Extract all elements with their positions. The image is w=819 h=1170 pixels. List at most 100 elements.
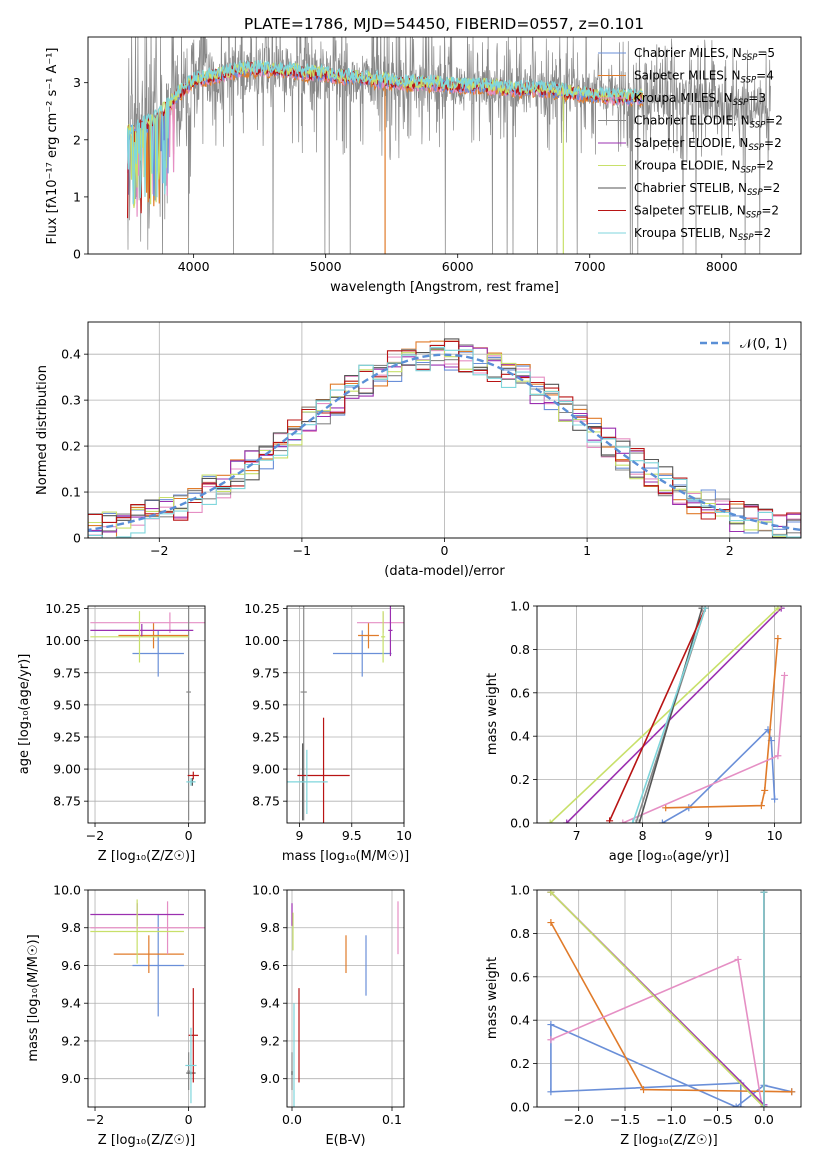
mass-vs-Z-panel: −2 0 9.0 9.2 9.4 9.6 9.8 10.0 Z [log₁₀(Z/Z☉)] mas… <box>26 883 206 1148</box>
legend-label-sub: SSP <box>747 188 763 198</box>
age-vs-mass-panel: 9 9.5 10 8.75 9.00 9.25 9.50 9.75 10.00 10.25 mass… <box>244 601 412 864</box>
legend-label: 𝒩(0, 1) <box>740 337 787 352</box>
legend-label-main: Kroupa MILES, N <box>634 91 733 105</box>
axes-frame <box>87 36 802 255</box>
mass-weight-marker <box>563 819 571 823</box>
x-axis-label: Z [log₁₀(Z/Z☉)] <box>620 1133 717 1148</box>
mass-weight-marker <box>547 1088 555 1096</box>
mass-weight-line <box>549 607 779 823</box>
y-tick-label: 10.00 <box>244 633 280 648</box>
y-tick-label: 9.00 <box>53 762 81 777</box>
legend-label-main: Chabrier MILES, N <box>634 46 742 60</box>
legend-label-sub: SSP <box>741 76 757 86</box>
mass-weight-marker <box>774 752 782 760</box>
mass-weight-line <box>665 638 779 809</box>
mass-weight-marker <box>606 817 614 823</box>
x-tick-label: 2 <box>726 543 734 558</box>
y-tick-label: 10.25 <box>244 601 280 616</box>
mass-weight-line <box>622 675 786 823</box>
mass-weight-marker <box>662 804 670 812</box>
residuals-panel: −2 −1 0 1 2 0 0.1 0.2 0.3 0.4 (data-model)/error No… <box>35 321 802 579</box>
axes: 0.0 0.1 9.0 9.2 9.4 9.6 9.8 10.0 E(B-V) <box>252 883 405 1148</box>
y-tick-label: 0.4 <box>61 347 81 362</box>
mass-weight-line <box>550 958 763 1107</box>
mass-weight-marker <box>632 819 640 823</box>
residual-histogram-line <box>88 340 801 538</box>
x-tick-label: 9 <box>705 828 713 843</box>
y-tick-label: 8.75 <box>252 794 280 809</box>
y-axis-label: mass [log₁₀(M/M☉)] <box>26 934 41 1061</box>
x-tick-label: 7 <box>573 828 581 843</box>
mass-weight-marker <box>734 955 742 963</box>
legend-label-main: Salpeter STELIB, N <box>634 204 746 218</box>
legend-label: Salpeter MILES, NSSP=4 <box>634 69 774 86</box>
y-tick-label: 9.50 <box>252 697 280 712</box>
x-tick-label: 0 <box>185 1112 193 1127</box>
x-tick-label: −0.5 <box>702 1112 732 1127</box>
x-tick-label: 0.0 <box>754 1112 774 1127</box>
x-tick-label: −2.0 <box>564 1112 594 1127</box>
legend-label: Salpeter STELIB, NSSP=2 <box>634 204 779 221</box>
mass-weight-marker <box>788 1088 796 1096</box>
mass-weight-marker <box>635 819 643 823</box>
y-tick-label: 9.2 <box>61 1033 81 1048</box>
y-tick-label: 0.8 <box>510 926 530 941</box>
plot-area <box>547 890 796 1107</box>
legend-label-main: Chabrier ELODIE, N <box>634 114 750 128</box>
legend-label-tail: =2 <box>754 226 772 240</box>
mass-weight-line <box>662 728 776 823</box>
x-axis-label: E(B-V) <box>325 1133 365 1148</box>
axes-frame <box>536 889 802 1108</box>
y-tick-label: 9.25 <box>53 729 81 744</box>
plot-area <box>88 338 801 538</box>
mass-weight-line <box>550 891 765 1107</box>
axes: −2 0 9.0 9.2 9.4 9.6 9.8 10.0 Z [log₁₀(Z/Z☉)] <box>53 883 206 1148</box>
plot-area <box>90 899 205 1104</box>
axes: −2 −1 0 1 2 0 0.1 0.2 0.3 0.4 (data-model)/error <box>61 321 802 579</box>
legend-label-main: Salpeter ELODIE, N <box>634 136 748 150</box>
legend-label-tail: =2 <box>756 159 774 173</box>
figure-title: PLATE=1786, MJD=54450, FIBERID=0557, z=0… <box>244 15 644 33</box>
x-tick-label: 8000 <box>706 259 738 274</box>
x-axis-label: Z [log₁₀(Z/Z☉)] <box>98 849 195 864</box>
axes: −2 0 8.75 9.00 9.25 9.50 9.75 10.00 10.25 Z [log₁… <box>45 601 206 864</box>
legend-label-tail: =2 <box>765 114 783 128</box>
y-tick-label: 9.8 <box>260 920 280 935</box>
y-tick-label: 0.0 <box>510 1100 530 1115</box>
mass-weight-line <box>608 607 707 822</box>
mass-weight-marker <box>640 1086 648 1094</box>
y-tick-label: 0.0 <box>510 816 530 831</box>
x-axis-label: mass [log₁₀(M/M☉)] <box>282 849 409 864</box>
y-axis-label: age [log₁₀(age/yr)] <box>17 654 32 775</box>
y-tick-label: 10.0 <box>252 883 280 898</box>
grid <box>287 889 404 1107</box>
axes-frame <box>87 889 206 1108</box>
y-tick-label: 1 <box>73 189 81 204</box>
axes: 9 9.5 10 8.75 9.00 9.25 9.50 9.75 10.00 10.25 mass… <box>244 601 412 864</box>
axes-frame <box>286 605 405 824</box>
axes-frame <box>87 321 802 539</box>
legend-label: Chabrier ELODIE, NSSP=2 <box>634 114 783 131</box>
y-tick-label: 9.4 <box>260 996 280 1011</box>
y-tick-label: 0.2 <box>61 439 81 454</box>
y-tick-label: 9.75 <box>252 665 280 680</box>
legend-label: Salpeter ELODIE, NSSP=2 <box>634 136 782 153</box>
y-tick-label: 9.25 <box>252 729 280 744</box>
mass-weight-vs-Z-panel: −2.0 −1.5 −1.0 −0.5 0.0 0.0 0.2 0.4 0.6 0.8 1.0 Z [… <box>485 883 802 1148</box>
mass-weight-marker <box>760 1103 768 1107</box>
y-tick-label: 10.25 <box>45 601 81 616</box>
y-tick-label: 0.6 <box>510 685 530 700</box>
y-tick-label: 9.0 <box>260 1071 280 1086</box>
mass-weight-marker <box>619 819 627 823</box>
y-axis-label: Normed distribution <box>35 365 50 495</box>
spectrum-panel: 4000 5000 6000 7000 8000 0 1 2 3 wavelength [Angs… <box>45 36 802 295</box>
x-tick-label: 1 <box>583 543 591 558</box>
grid <box>88 889 205 1107</box>
age-vs-Z-panel: −2 0 8.75 9.00 9.25 9.50 9.75 10.00 10.25 Z [log₁… <box>17 601 206 864</box>
mass-weight-marker <box>771 795 779 803</box>
grid <box>88 606 205 823</box>
mass-weight-marker <box>732 1103 740 1107</box>
legend-label: Chabrier STELIB, NSSP=2 <box>634 181 780 198</box>
x-tick-label: −2 <box>86 828 104 843</box>
